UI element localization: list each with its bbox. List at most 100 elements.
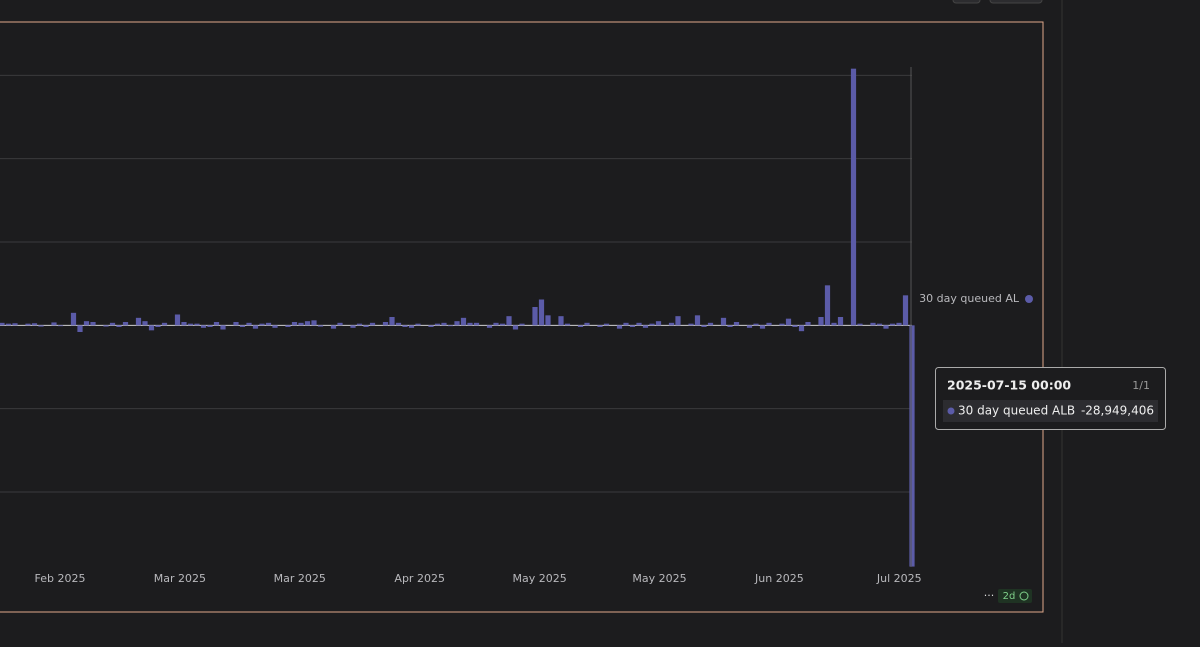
bar <box>155 325 161 327</box>
bar <box>252 325 259 329</box>
bar <box>207 325 213 327</box>
bar <box>337 322 343 326</box>
bar <box>291 322 298 326</box>
bar <box>889 323 896 326</box>
x-tick-label: Jul 2025 <box>876 572 922 585</box>
bar <box>545 315 551 326</box>
status-icon <box>1019 591 1029 601</box>
bar <box>142 321 148 326</box>
bar <box>870 322 876 326</box>
bar <box>818 317 824 326</box>
bar <box>148 325 155 331</box>
legend-label[interactable]: 30 day queued AL <box>919 292 1020 305</box>
plot-area: Feb 2025 Mar 2025 Mar 2025 Apr 2025 May 2025… <box>0 68 922 585</box>
bar <box>896 322 902 326</box>
bar <box>519 323 525 326</box>
bar <box>766 322 772 326</box>
bar <box>356 323 363 326</box>
bar <box>876 323 883 326</box>
bar <box>239 325 246 327</box>
bar <box>850 68 857 326</box>
tooltip-title: 2025-07-15 00:00 <box>947 378 1071 393</box>
bar <box>213 322 220 326</box>
x-tick-label: Apr 2025 <box>394 572 445 585</box>
toolbar-button[interactable] <box>989 0 1043 4</box>
bar <box>532 307 538 326</box>
bar <box>655 321 662 326</box>
bar <box>642 325 649 328</box>
bar <box>909 325 915 567</box>
bar <box>51 322 57 326</box>
menu-button[interactable]: ··· <box>984 589 995 602</box>
bar <box>694 315 701 326</box>
bar <box>233 322 239 326</box>
bar <box>701 325 707 327</box>
bar <box>779 323 785 326</box>
bar <box>558 316 564 326</box>
bar <box>116 325 122 327</box>
bar <box>285 325 291 327</box>
tooltip-counter: 1/1 <box>1132 379 1150 392</box>
bar <box>25 323 31 326</box>
x-tick-label: May 2025 <box>512 572 566 585</box>
bar <box>649 323 655 326</box>
bar <box>616 325 623 329</box>
bar <box>272 325 278 328</box>
bar <box>70 312 77 326</box>
bar <box>759 325 766 329</box>
bar <box>447 325 454 327</box>
bar <box>688 323 694 326</box>
toolbar-button[interactable] <box>952 0 981 4</box>
legend-swatch <box>1025 295 1033 303</box>
x-tick-label: May 2025 <box>632 572 686 585</box>
bar <box>473 322 480 326</box>
bar <box>883 325 889 329</box>
bar <box>31 323 38 326</box>
bar <box>454 321 460 326</box>
bar <box>363 325 369 327</box>
bar <box>629 325 636 327</box>
bar <box>603 323 610 326</box>
bar <box>727 325 733 327</box>
tooltip: 2025-07-15 00:00 1/1 30 day queued ALB -… <box>935 367 1166 430</box>
bar <box>174 314 181 326</box>
bar <box>187 323 194 326</box>
x-tick-label: Feb 2025 <box>35 572 86 585</box>
bar <box>831 322 837 326</box>
bar <box>382 322 389 326</box>
x-tick-label: Mar 2025 <box>154 572 206 585</box>
bar <box>135 317 142 326</box>
bar <box>798 325 805 332</box>
bar <box>720 317 727 326</box>
bar <box>90 322 96 326</box>
x-tick-label: Mar 2025 <box>274 572 326 585</box>
bar <box>0 322 5 326</box>
bar <box>330 325 337 329</box>
bar <box>623 322 629 326</box>
interval-label: 2d <box>1003 591 1016 602</box>
bar <box>122 322 129 326</box>
bar <box>805 322 811 326</box>
panel-frame <box>0 21 1044 613</box>
bar <box>733 322 740 326</box>
bar <box>902 295 909 326</box>
bar <box>597 325 603 327</box>
bar <box>5 323 12 326</box>
bar <box>441 322 447 326</box>
bar <box>220 325 226 330</box>
bar <box>538 299 545 326</box>
tooltip-row <box>943 400 1158 422</box>
bar <box>707 322 714 326</box>
bar <box>467 322 473 326</box>
bar <box>395 322 402 326</box>
bar <box>83 321 90 326</box>
bar <box>200 325 207 328</box>
bar <box>636 322 642 326</box>
bar <box>506 316 512 326</box>
x-tick-label: Jun 2025 <box>754 572 804 585</box>
bar <box>317 325 324 327</box>
bar <box>493 322 499 326</box>
bar <box>675 316 681 326</box>
